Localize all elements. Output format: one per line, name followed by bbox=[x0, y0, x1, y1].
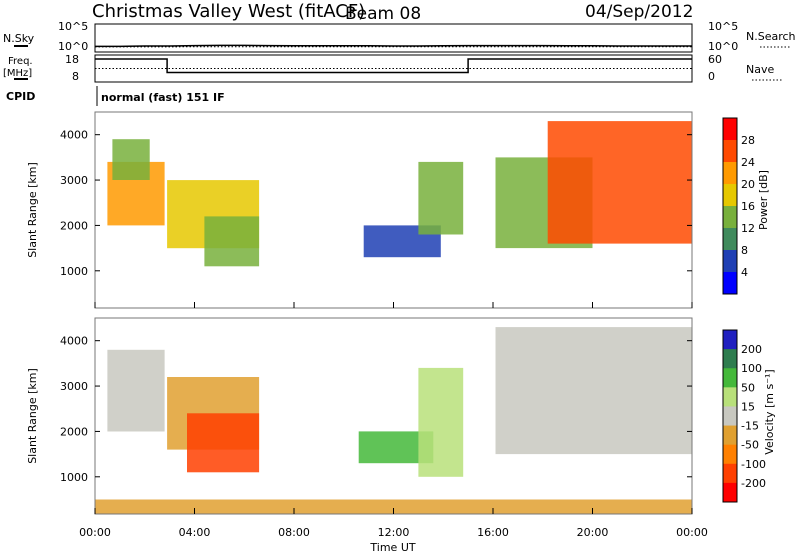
velocity-colorbar: 200 100 50 15 -15 -50 -100 -200 bbox=[722, 329, 766, 503]
power-y-tick-label-0: 4000 bbox=[60, 129, 88, 142]
nave-tick-top: 60 bbox=[708, 53, 722, 66]
power-colorbar-tick-6: 4 bbox=[741, 266, 748, 279]
nsky-panel-frame bbox=[94, 23, 693, 53]
nsearch-tick-bottom: 10^0 bbox=[708, 40, 738, 53]
velocity-colorbar-step-6 bbox=[723, 444, 737, 465]
power-region-3 bbox=[204, 216, 260, 267]
x-tick-label-0: 00:00 bbox=[79, 526, 111, 539]
power-y-tick-label-2: 2000 bbox=[60, 219, 88, 232]
velocity-y-tick-label-1: 3000 bbox=[60, 380, 88, 393]
cpid-value: normal (fast) 151 IF bbox=[101, 91, 225, 104]
power-region-1 bbox=[112, 139, 150, 180]
station-title: Christmas Valley West (fitACF) bbox=[92, 1, 365, 22]
nsearch-label: N.Search bbox=[746, 30, 796, 43]
velocity-colorbar-step-1 bbox=[723, 349, 737, 369]
freq-tick-bottom: 8 bbox=[72, 70, 79, 83]
velocity-colorbar-step-7 bbox=[723, 463, 737, 484]
power-y-tick-label-3: 1000 bbox=[60, 265, 88, 278]
velocity-colorbar-step-5 bbox=[723, 425, 737, 446]
freq-unit: [MHz] bbox=[3, 68, 32, 79]
x-axis-label: Time UT bbox=[369, 541, 415, 554]
power-colorbar-step-6 bbox=[723, 250, 737, 273]
power-y-axis-label: Slant Range [km] bbox=[26, 162, 39, 258]
nsearch-tick-top: 10^5 bbox=[708, 20, 738, 33]
power-colorbar-step-1 bbox=[723, 140, 737, 163]
velocity-colorbar-tick-0: 200 bbox=[741, 343, 762, 356]
power-colorbar: 28 24 20 16 12 8 4 bbox=[722, 117, 755, 295]
x-tick-label-3: 12:00 bbox=[378, 526, 410, 539]
freq-tick-top: 18 bbox=[65, 53, 79, 66]
power-colorbar-tick-2: 20 bbox=[741, 178, 755, 191]
velocity-y-ticks: 4000 3000 2000 1000 bbox=[60, 335, 692, 484]
velocity-colorbar-tick-7: -200 bbox=[741, 477, 766, 490]
velocity-colorbar-tick-2: 50 bbox=[741, 381, 755, 394]
nave-tick-bottom: 0 bbox=[708, 70, 715, 83]
nsky-tick-top: 10^5 bbox=[58, 20, 88, 33]
power-colorbar-frame bbox=[722, 117, 738, 295]
velocity-region-0 bbox=[107, 349, 165, 432]
velocity-colorbar-step-3 bbox=[723, 387, 737, 407]
power-colorbar-step-7 bbox=[723, 272, 737, 295]
velocity-colorbar-step-4 bbox=[723, 406, 737, 427]
x-tick-label-4: 16:00 bbox=[477, 526, 509, 539]
power-colorbar-step-4 bbox=[723, 206, 737, 229]
x-tick-label-1: 04:00 bbox=[179, 526, 211, 539]
power-colorbar-tick-0: 28 bbox=[741, 134, 755, 147]
x-tick-label-6: 00:00 bbox=[676, 526, 708, 539]
velocity-colorbar-tick-6: -100 bbox=[741, 458, 766, 471]
velocity-colorbar-tick-5: -50 bbox=[741, 439, 759, 452]
power-y-ticks: 4000 3000 2000 1000 bbox=[60, 129, 692, 278]
velocity-colorbar-frame bbox=[722, 329, 738, 503]
power-y-tick-label-1: 3000 bbox=[60, 174, 88, 187]
freq-series-line bbox=[95, 58, 692, 74]
power-colorbar-step-2 bbox=[723, 162, 737, 185]
time-x-ticks: 00:00 04:00 08:00 12:00 16:00 20:00 00:00 bbox=[79, 302, 708, 539]
beam-title: Beam 08 bbox=[345, 4, 421, 24]
velocity-colorbar-tick-1: 100 bbox=[741, 362, 762, 375]
velocity-y-tick-label-3: 1000 bbox=[60, 471, 88, 484]
power-heatmap bbox=[107, 121, 692, 267]
velocity-colorbar-tick-3: 15 bbox=[741, 400, 755, 413]
power-colorbar-title: Power [dB] bbox=[757, 170, 770, 230]
velocity-y-axis-label: Slant Range [km] bbox=[26, 368, 39, 464]
velocity-colorbar-step-2 bbox=[723, 368, 737, 388]
power-region-5 bbox=[418, 161, 464, 235]
nsky-label: N.Sky bbox=[3, 32, 35, 45]
velocity-region-4 bbox=[418, 367, 464, 477]
power-region-7 bbox=[547, 121, 692, 244]
freq-label: Freq. bbox=[8, 56, 33, 67]
power-colorbar-step-5 bbox=[723, 228, 737, 251]
velocity-colorbar-title: Velocity [m s⁻¹] bbox=[763, 369, 776, 454]
nsky-tick-bottom: 10^0 bbox=[58, 40, 88, 53]
power-colorbar-tick-4: 12 bbox=[741, 222, 755, 235]
nsky-series-line bbox=[95, 44, 692, 48]
power-colorbar-step-0 bbox=[723, 118, 737, 141]
velocity-y-tick-label-2: 2000 bbox=[60, 425, 88, 438]
velocity-region-2 bbox=[187, 413, 260, 473]
x-tick-label-2: 08:00 bbox=[278, 526, 310, 539]
power-colorbar-tick-3: 16 bbox=[741, 200, 755, 213]
velocity-y-tick-label-0: 4000 bbox=[60, 335, 88, 348]
cpid-label: CPID bbox=[6, 90, 35, 103]
velocity-region-6 bbox=[95, 499, 692, 514]
velocity-colorbar-step-0 bbox=[723, 330, 737, 350]
x-tick-label-5: 20:00 bbox=[577, 526, 609, 539]
power-colorbar-tick-1: 24 bbox=[741, 156, 755, 169]
power-colorbar-tick-5: 8 bbox=[741, 244, 748, 257]
date-title: 04/Sep/2012 bbox=[585, 2, 693, 22]
velocity-heatmap bbox=[95, 327, 692, 514]
velocity-region-5 bbox=[495, 327, 692, 455]
velocity-colorbar-tick-4: -15 bbox=[741, 420, 759, 433]
velocity-colorbar-step-8 bbox=[723, 482, 737, 503]
power-colorbar-step-3 bbox=[723, 184, 737, 207]
nave-label: Nave bbox=[746, 63, 774, 76]
